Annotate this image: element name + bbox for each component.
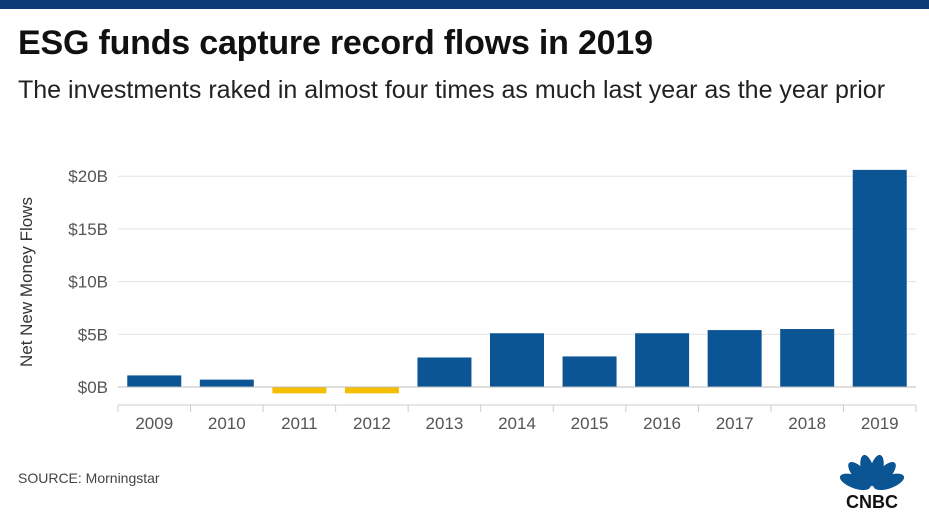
x-tick-label: 2019 (861, 414, 899, 433)
peacock-feather (873, 473, 905, 491)
y-tick-label: $0B (78, 378, 108, 397)
y-tick-label: $20B (68, 167, 108, 186)
bar (199, 379, 254, 387)
peacock-icon (839, 454, 905, 491)
bar (417, 357, 472, 387)
cnbc-logo-text: CNBC (846, 492, 898, 512)
y-tick-label: $5B (78, 325, 108, 344)
x-tick-label: 2017 (716, 414, 754, 433)
bar (635, 333, 690, 387)
y-tick-label: $15B (68, 220, 108, 239)
x-tick-label: 2011 (281, 414, 318, 433)
bar (490, 333, 544, 387)
bar (780, 329, 835, 387)
x-tick-label: 2018 (788, 414, 826, 433)
bar-chart: $0B $5B $10B $15B $20B 2009 2010 2011 2012 2013 20… (68, 167, 917, 433)
x-tick-label: 2012 (353, 414, 391, 433)
x-tick-label: 2015 (571, 414, 609, 433)
x-tick-label: 2016 (643, 414, 681, 433)
chart-subtitle: The investments raked in almost four tim… (18, 76, 886, 104)
y-tick-label: $10B (68, 273, 108, 292)
x-tick-label: 2010 (208, 414, 246, 433)
bar (344, 387, 399, 394)
bar (127, 375, 182, 387)
chart-title: ESG funds capture record flows in 2019 (18, 24, 653, 62)
top-accent-bar (0, 0, 929, 9)
bar (852, 169, 907, 387)
x-tick-label: 2014 (498, 414, 536, 433)
x-tick-label: 2009 (135, 414, 173, 433)
peacock-feather (839, 473, 871, 491)
source-note: SOURCE: Morningstar (18, 470, 160, 486)
bar (272, 387, 327, 394)
x-tick-label: 2013 (426, 414, 464, 433)
bar (707, 330, 762, 387)
bar (562, 356, 617, 387)
cnbc-logo: CNBC (839, 454, 905, 512)
